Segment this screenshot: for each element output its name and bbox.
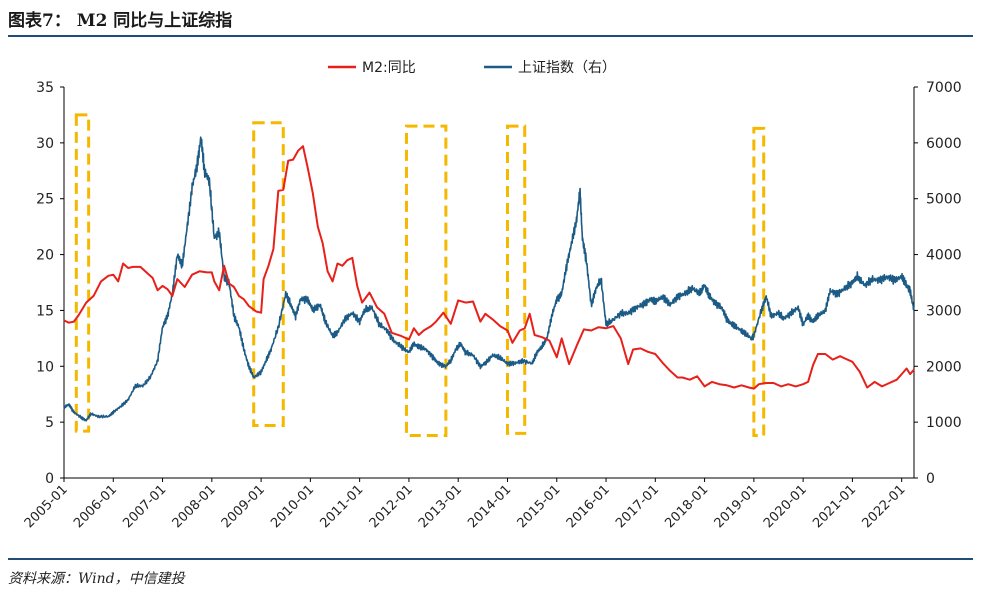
left-tick-label: 20 (36, 248, 54, 264)
x-tick-label: 2018-01 (662, 482, 711, 531)
legend-sh-label: 上证指数（右） (518, 60, 616, 76)
right-tick-label: 3000 (926, 303, 962, 319)
left-tick-label: 25 (36, 192, 54, 208)
right-tick-label: 5000 (926, 192, 962, 208)
left-tick-label: 30 (36, 136, 54, 152)
right-tick-label: 1000 (926, 415, 962, 431)
highlight-box (252, 121, 285, 427)
left-tick-label: 10 (36, 359, 54, 375)
left-tick-label: 5 (45, 415, 54, 431)
series-lines (63, 136, 915, 422)
legend-m2-label: M2:同比 (362, 60, 416, 76)
x-tick-label: 2010-01 (268, 482, 317, 531)
x-tick-label: 2006-01 (71, 482, 120, 531)
right-tick-label: 6000 (926, 136, 962, 152)
left-tick-label: 35 (36, 80, 54, 96)
x-tick-label: 2019-01 (712, 482, 761, 531)
left-tick-label: 15 (36, 303, 54, 319)
m2-vs-sh-index-chart: 0 5 10 15 20 25 30 35 0 1000 2000 3000 4000 5000 6000 7… (22, 60, 962, 531)
left-tick-label: 0 (45, 471, 54, 487)
x-tick-label: 2020-01 (761, 482, 810, 531)
highlight-box (404, 124, 448, 438)
right-tick-label: 4000 (926, 248, 962, 264)
x-tick-label: 2005-01 (22, 482, 71, 531)
series-line-m2-yoy (63, 145, 915, 390)
right-tick-label: 2000 (926, 359, 962, 375)
highlight-box (505, 124, 527, 435)
right-tick-label: 7000 (926, 80, 962, 96)
highlight-boxes (74, 113, 766, 438)
x-tick-label: 2013-01 (416, 482, 465, 531)
x-tick-label: 2017-01 (613, 482, 662, 531)
series-line-shanghai-index (63, 136, 915, 422)
source-note: 资料来源：Wind，中信建投 (8, 571, 185, 587)
x-tick-label: 2021-01 (810, 482, 859, 531)
x-tick-label: 2016-01 (564, 482, 613, 531)
top-divider (8, 35, 973, 37)
highlight-box (752, 126, 766, 438)
x-tick-label: 2015-01 (515, 482, 564, 531)
x-tick-label: 2012-01 (367, 482, 416, 531)
x-tick-label: 2011-01 (317, 482, 366, 531)
figure-title: 图表7： M2 同比与上证综指 (8, 11, 233, 31)
x-tick-label: 2009-01 (219, 482, 268, 531)
x-tick-label: 2022-01 (859, 482, 908, 531)
legend: M2:同比 上证指数（右） (328, 60, 616, 76)
x-tick-label: 2008-01 (170, 482, 219, 531)
axes: 0 5 10 15 20 25 30 35 0 1000 2000 3000 4000 5000 6000 7… (22, 80, 962, 531)
right-tick-label: 0 (926, 471, 935, 487)
x-tick-label: 2007-01 (120, 482, 169, 531)
bottom-divider (8, 558, 973, 560)
x-tick-label: 2014-01 (465, 482, 514, 531)
highlight-box (74, 113, 91, 433)
